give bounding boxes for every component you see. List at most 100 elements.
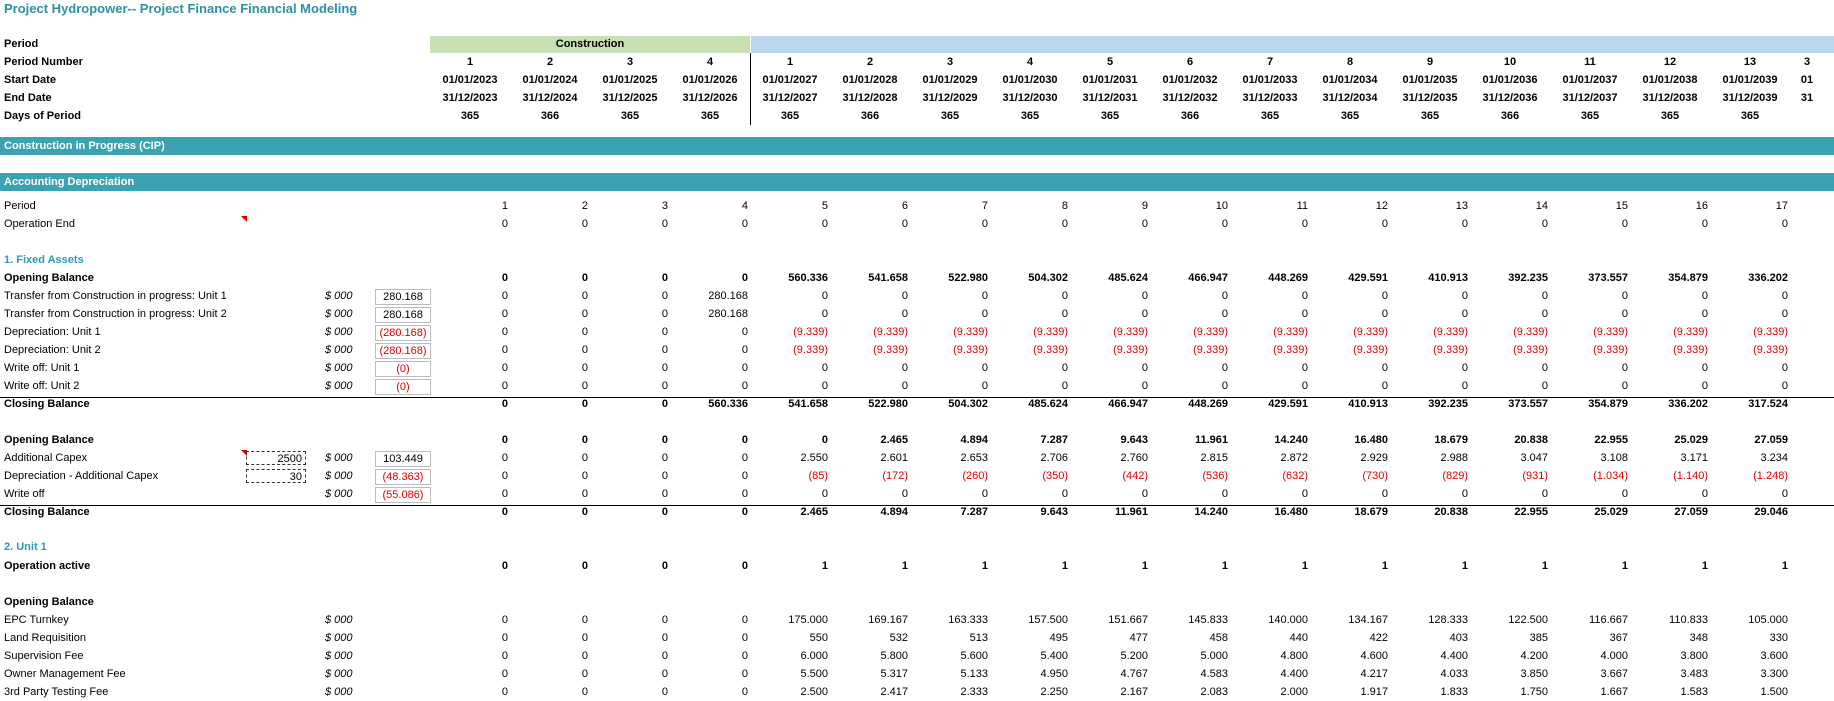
value-cell: 0 <box>661 380 668 392</box>
assumption-input: 30 <box>246 469 306 483</box>
value-cell: 0 <box>581 668 588 680</box>
input-cell: 103.449 <box>375 451 431 467</box>
row-label: Owner Management Fee <box>4 668 126 680</box>
value-cell: 330 <box>1769 632 1788 644</box>
end-date-cell: 31 <box>1800 92 1814 104</box>
days-cell: 365 <box>620 110 640 122</box>
start-date-cell: 01/01/2035 <box>1402 74 1458 86</box>
value-cell: 0 <box>741 344 748 356</box>
value-cell: 20.838 <box>1514 434 1548 446</box>
value-cell: (9.339) <box>1113 326 1148 338</box>
value-cell: 0 <box>1301 290 1308 302</box>
value-cell: 3.850 <box>1520 668 1548 680</box>
value-cell: 0 <box>981 290 988 302</box>
value-cell: 466.947 <box>1188 272 1228 284</box>
value-cell: 22.955 <box>1594 434 1628 446</box>
row-label: Write off <box>4 488 45 500</box>
value-cell: (9.339) <box>793 326 828 338</box>
row-label: Depreciation - Additional Capex <box>4 470 159 482</box>
value-cell: (9.339) <box>1673 326 1708 338</box>
value-cell: 0 <box>581 362 588 374</box>
value-cell: 336.202 <box>1748 272 1788 284</box>
value-cell: 163.333 <box>948 614 988 626</box>
value-cell: 0 <box>821 380 828 392</box>
value-cell: 0 <box>501 470 508 482</box>
value-cell: 448.269 <box>1268 272 1308 284</box>
value-cell: 0 <box>1221 290 1228 302</box>
start-date-cell: 01/01/2034 <box>1322 74 1378 86</box>
value-cell: 0 <box>1461 308 1468 320</box>
value-cell: 0 <box>501 668 508 680</box>
unit-label: $ 000 <box>325 308 353 320</box>
value-cell: 0 <box>661 290 668 302</box>
value-cell: 0 <box>581 272 588 284</box>
value-cell: 0 <box>1061 290 1068 302</box>
value-cell: 0 <box>1381 218 1388 230</box>
value-cell: 0 <box>821 434 828 446</box>
unit-label: $ 000 <box>325 326 353 338</box>
value-cell: 0 <box>821 362 828 374</box>
value-cell: 2.000 <box>1280 686 1308 698</box>
days-cell: 365 <box>780 110 800 122</box>
value-cell: 4.400 <box>1280 668 1308 680</box>
end-date-cell: 31/12/2028 <box>842 92 898 104</box>
period-number-cell: 7 <box>1266 56 1274 68</box>
end-date-cell: 31/12/2034 <box>1322 92 1378 104</box>
value-cell: 513 <box>969 632 988 644</box>
value-cell: 0 <box>1701 380 1708 392</box>
value-cell: 0 <box>741 614 748 626</box>
value-cell: 27.059 <box>1754 434 1788 446</box>
start-date-cell: 01/01/2025 <box>602 74 658 86</box>
row-label: Closing Balance <box>4 398 90 410</box>
value-cell: 0 <box>1221 362 1228 374</box>
days-cell: 365 <box>1740 110 1760 122</box>
value-cell: 2.333 <box>960 686 988 698</box>
end-date-cell: 31/12/2038 <box>1642 92 1698 104</box>
period-number-cell: 12 <box>1663 56 1677 68</box>
days-cell: 366 <box>1500 110 1520 122</box>
row-label: Depreciation: Unit 1 <box>4 326 101 338</box>
value-cell: 0 <box>1621 362 1628 374</box>
unit-label: $ 000 <box>325 470 353 482</box>
row-label: Transfer from Construction in progress: … <box>4 290 227 302</box>
value-cell: 0 <box>1141 218 1148 230</box>
section-fixed-assets: 1. Fixed Assets <box>4 254 84 266</box>
value-cell: 4.950 <box>1040 668 1068 680</box>
value-cell: (1.248) <box>1753 470 1788 482</box>
value-cell: 0 <box>1381 380 1388 392</box>
value-cell: 169.167 <box>868 614 908 626</box>
value-cell: 1.750 <box>1520 686 1548 698</box>
value-cell: 0 <box>741 488 748 500</box>
cip-band: Construction in Progress (CIP) <box>0 137 1834 155</box>
start-date-cell: 01/01/2031 <box>1082 74 1138 86</box>
value-cell: 0 <box>1781 362 1788 374</box>
row-label: Opening Balance <box>4 434 94 446</box>
value-cell: 8 <box>1061 200 1068 212</box>
value-cell: 0 <box>1061 362 1068 374</box>
days-cell: 365 <box>1260 110 1280 122</box>
value-cell: 0 <box>1621 290 1628 302</box>
value-cell: 0 <box>1461 488 1468 500</box>
period-number-cell: 3 <box>626 56 634 68</box>
value-cell: 0 <box>1621 488 1628 500</box>
value-cell: 13 <box>1455 200 1468 212</box>
value-cell: 9.643 <box>1040 506 1068 518</box>
value-cell: 4.033 <box>1440 668 1468 680</box>
row-label: Operation End <box>4 218 75 230</box>
value-cell: 0 <box>741 470 748 482</box>
value-cell: 422 <box>1369 632 1388 644</box>
value-cell: 0 <box>1541 218 1548 230</box>
value-cell: 0 <box>1221 308 1228 320</box>
value-cell: 0 <box>661 560 668 572</box>
value-cell: 0 <box>741 632 748 644</box>
value-cell: 403 <box>1449 632 1468 644</box>
value-cell: 1 <box>1141 560 1148 572</box>
value-cell: 4.400 <box>1440 650 1468 662</box>
value-cell: 0 <box>981 362 988 374</box>
value-cell: 485.624 <box>1108 272 1148 284</box>
days-cell: 365 <box>1660 110 1680 122</box>
end-date-cell: 31/12/2026 <box>682 92 738 104</box>
value-cell: 354.879 <box>1588 398 1628 410</box>
input-cell: (0) <box>375 379 431 395</box>
